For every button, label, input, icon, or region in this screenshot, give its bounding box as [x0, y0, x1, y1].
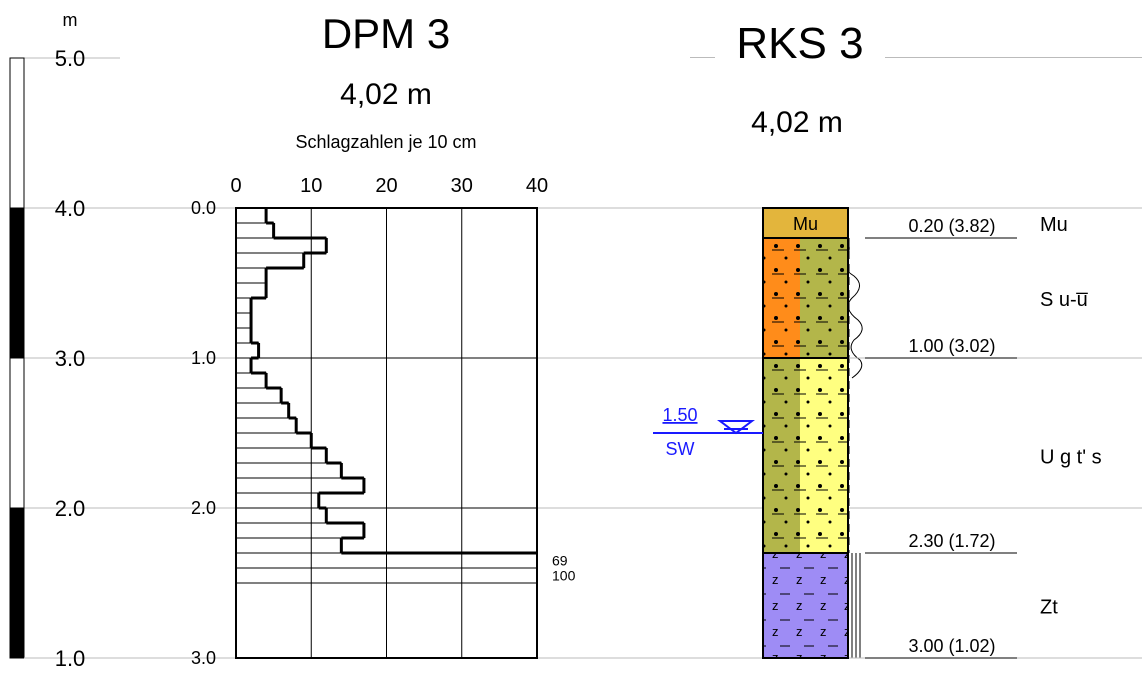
x-tick-label: 40 — [526, 175, 548, 197]
scale-tick-label: 5.0 — [55, 46, 86, 71]
scale-tick-label: 1.0 — [55, 646, 86, 671]
water-symbol — [720, 421, 752, 433]
drilling-log: z m5.04.03.02.01.0DPM 34,02 mSchlagzahle… — [0, 0, 1142, 675]
rks-depth: 4,02 m — [751, 106, 843, 139]
water-label: SW — [666, 439, 695, 459]
x-tick-label: 20 — [375, 175, 397, 197]
layer-name: U g t' s — [1040, 447, 1102, 469]
scale-segment — [10, 208, 24, 358]
x-tick-label: 0 — [230, 175, 241, 197]
layer-name: Mu — [1040, 214, 1068, 236]
scale-tick-label: 3.0 — [55, 346, 86, 371]
y-tick-label: 3.0 — [191, 648, 216, 668]
layer-pattern — [763, 238, 848, 358]
dpm-depth: 4,02 m — [340, 78, 432, 111]
x-tick-label: 10 — [300, 175, 322, 197]
x-axis-label: Schlagzahlen je 10 cm — [295, 132, 476, 152]
y-tick-label: 2.0 — [191, 498, 216, 518]
rks-title: RKS 3 — [736, 19, 863, 68]
layer-pattern — [763, 553, 848, 658]
layer-pattern — [763, 358, 848, 553]
y-tick-label: 0.0 — [191, 198, 216, 218]
scale-tick-label: 4.0 — [55, 196, 86, 221]
depth-label: 3.00 (1.02) — [908, 636, 995, 656]
scale-tick-label: 2.0 — [55, 496, 86, 521]
scale-segment — [10, 58, 24, 208]
dpm-value-label: 69 — [552, 553, 568, 569]
depth-label: 0.20 (3.82) — [908, 216, 995, 236]
x-tick-label: 30 — [451, 175, 473, 197]
scale-unit: m — [63, 10, 78, 30]
layer-name: Zt — [1040, 597, 1058, 619]
scale-segment — [10, 358, 24, 508]
layer-name: S u-u̅ — [1040, 289, 1088, 311]
depth-label: 1.00 (3.02) — [908, 336, 995, 356]
scale-segment — [10, 508, 24, 658]
consistency-bars — [852, 553, 860, 658]
depth-label: 2.30 (1.72) — [908, 531, 995, 551]
dpm-value-label: 100 — [552, 568, 576, 584]
dpm-title: DPM 3 — [322, 10, 450, 57]
water-depth: 1.50 — [662, 405, 697, 425]
layer-code: Mu — [793, 214, 818, 234]
y-tick-label: 1.0 — [191, 348, 216, 368]
